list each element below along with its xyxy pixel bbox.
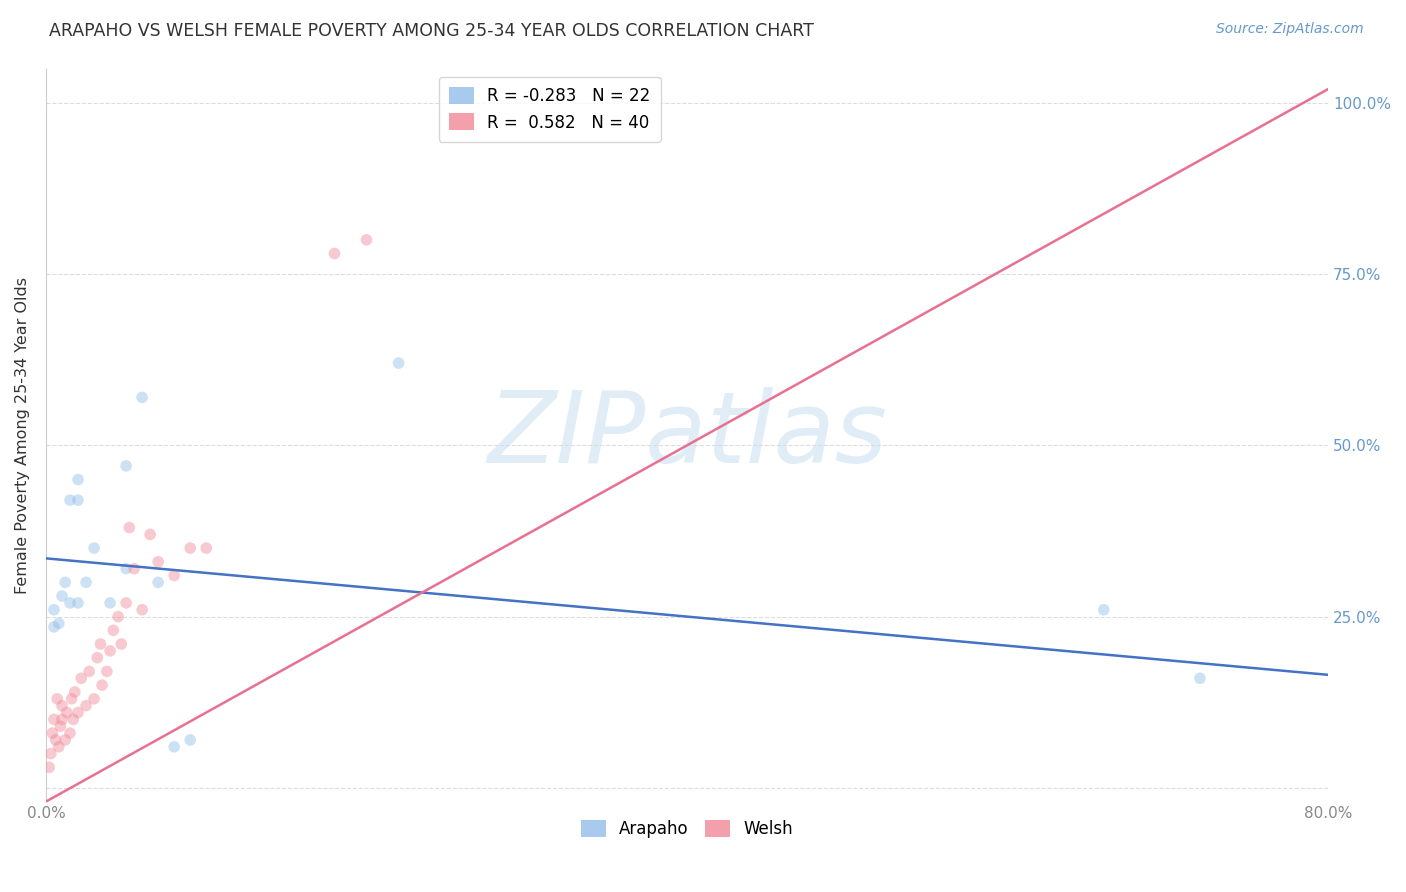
Point	[59, 493, 82, 508]
Point	[66, 493, 89, 508]
Point	[66, 706, 89, 720]
Point	[89, 637, 111, 651]
Point	[45, 733, 67, 747]
Point	[48, 739, 70, 754]
Point	[59, 596, 82, 610]
Point	[75, 575, 97, 590]
Legend: Arapaho, Welsh: Arapaho, Welsh	[574, 813, 800, 845]
Point	[1092, 603, 1115, 617]
Point	[110, 637, 132, 651]
Point	[139, 527, 162, 541]
Point	[179, 541, 201, 555]
Point	[86, 650, 108, 665]
Point	[83, 541, 105, 555]
Point	[163, 568, 186, 582]
Point	[48, 616, 70, 631]
Point	[66, 596, 89, 610]
Point	[131, 603, 153, 617]
Point	[323, 246, 346, 260]
Point	[70, 671, 93, 685]
Text: Source: ZipAtlas.com: Source: ZipAtlas.com	[1216, 22, 1364, 37]
Point	[98, 644, 121, 658]
Point	[103, 624, 125, 638]
Point	[146, 575, 169, 590]
Point	[53, 575, 76, 590]
Point	[51, 712, 73, 726]
Point	[98, 596, 121, 610]
Point	[63, 685, 86, 699]
Point	[51, 589, 73, 603]
Point	[115, 561, 138, 575]
Point	[42, 603, 65, 617]
Point	[195, 541, 218, 555]
Point	[115, 458, 138, 473]
Y-axis label: Female Poverty Among 25-34 Year Olds: Female Poverty Among 25-34 Year Olds	[15, 277, 30, 593]
Text: ZIPatlas: ZIPatlas	[486, 386, 887, 483]
Point	[56, 706, 79, 720]
Point	[91, 678, 114, 692]
Point	[41, 726, 63, 740]
Point	[38, 760, 60, 774]
Point	[96, 665, 118, 679]
Point	[83, 691, 105, 706]
Point	[115, 596, 138, 610]
Point	[77, 665, 100, 679]
Point	[387, 356, 409, 370]
Point	[131, 390, 153, 404]
Point	[1188, 671, 1211, 685]
Point	[39, 747, 62, 761]
Point	[107, 609, 129, 624]
Point	[146, 555, 169, 569]
Text: ARAPAHO VS WELSH FEMALE POVERTY AMONG 25-34 YEAR OLDS CORRELATION CHART: ARAPAHO VS WELSH FEMALE POVERTY AMONG 25…	[49, 22, 814, 40]
Point	[46, 691, 69, 706]
Point	[42, 712, 65, 726]
Point	[62, 712, 84, 726]
Point	[59, 726, 82, 740]
Point	[179, 733, 201, 747]
Point	[49, 719, 72, 733]
Point	[122, 561, 145, 575]
Point	[51, 698, 73, 713]
Point	[60, 691, 83, 706]
Point	[163, 739, 186, 754]
Point	[356, 233, 378, 247]
Point	[118, 520, 141, 534]
Point	[66, 473, 89, 487]
Point	[42, 620, 65, 634]
Point	[75, 698, 97, 713]
Point	[53, 733, 76, 747]
